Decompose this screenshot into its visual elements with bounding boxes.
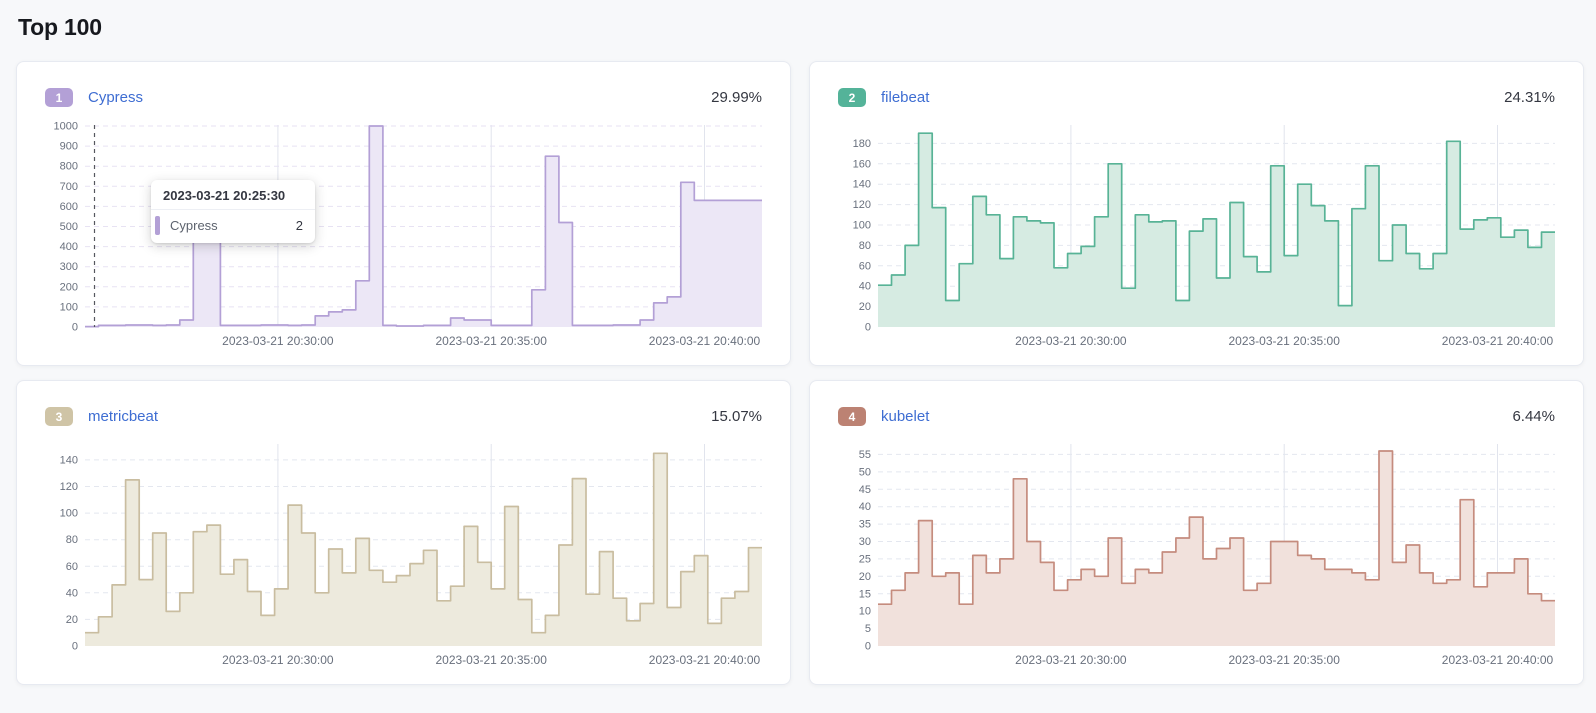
svg-text:2023-03-21 20:35:00: 2023-03-21 20:35:00 [1228, 334, 1340, 348]
svg-text:2023-03-21 20:30:00: 2023-03-21 20:30:00 [1015, 334, 1127, 348]
svg-text:120: 120 [60, 481, 78, 493]
svg-text:900: 900 [60, 141, 78, 153]
svg-text:60: 60 [66, 561, 78, 573]
chart-svg: 0 100 200 300 400 500 600 700 800 900 1000 2023-03-… [54, 121, 762, 348]
chart-card-filebeat: 2 filebeat 24.31% 0 20 40 60 80 100 120 140 160 1… [809, 61, 1584, 366]
svg-text:2023-03-21 20:35:00: 2023-03-21 20:35:00 [435, 653, 547, 667]
svg-text:2023-03-21 20:35:00: 2023-03-21 20:35:00 [1228, 653, 1340, 667]
svg-text:200: 200 [60, 281, 78, 293]
chart-svg: 0 5 10 15 20 25 30 35 40 45 50 55 2023-03-21 20:30:0… [859, 444, 1555, 667]
tooltip-series-label: Cypress [170, 218, 218, 233]
svg-text:10: 10 [859, 606, 871, 618]
svg-text:100: 100 [853, 220, 871, 232]
chart-tooltip: 2023-03-21 20:25:30 Cypress 2 [151, 180, 315, 243]
svg-text:160: 160 [853, 158, 871, 170]
svg-text:180: 180 [853, 138, 871, 150]
svg-text:800: 800 [60, 161, 78, 173]
svg-text:15: 15 [859, 588, 871, 600]
svg-text:100: 100 [60, 301, 78, 313]
svg-text:600: 600 [60, 201, 78, 213]
chart-card-kubelet: 4 kubelet 6.44% 0 5 10 15 20 25 30 35 40 45 50 55 20… [809, 380, 1584, 685]
card-header: 4 kubelet 6.44% [838, 407, 1555, 426]
svg-text:5: 5 [865, 623, 871, 635]
svg-text:40: 40 [859, 281, 871, 293]
svg-text:2023-03-21 20:40:00: 2023-03-21 20:40:00 [1442, 334, 1554, 348]
card-header: 1 Cypress 29.99% [45, 88, 762, 107]
area-chart[interactable]: 0 5 10 15 20 25 30 35 40 45 50 55 2023-03-21 20:30:0… [830, 436, 1563, 672]
svg-text:20: 20 [859, 301, 871, 313]
rank-badge: 2 [838, 88, 866, 107]
svg-text:55: 55 [859, 449, 871, 461]
svg-text:2023-03-21 20:40:00: 2023-03-21 20:40:00 [1442, 653, 1554, 667]
svg-text:120: 120 [853, 199, 871, 211]
rank-badge: 4 [838, 407, 866, 426]
page-title: Top 100 [18, 14, 102, 40]
series-color-bar [155, 216, 160, 235]
svg-text:50: 50 [859, 466, 871, 478]
svg-text:20: 20 [66, 614, 78, 626]
series-link[interactable]: Cypress [88, 89, 144, 106]
rank-badge: 1 [45, 88, 73, 107]
svg-text:20: 20 [859, 571, 871, 583]
card-header: 3 metricbeat 15.07% [45, 407, 762, 426]
series-link[interactable]: metricbeat [88, 408, 159, 425]
svg-text:35: 35 [859, 519, 871, 531]
percent-value: 6.44% [1512, 408, 1555, 425]
percent-value: 15.07% [711, 408, 762, 425]
svg-text:2023-03-21 20:40:00: 2023-03-21 20:40:00 [649, 653, 761, 667]
chart-card-metricbeat: 3 metricbeat 15.07% 0 20 40 60 80 100 120 140 20… [16, 380, 791, 685]
svg-text:2023-03-21 20:30:00: 2023-03-21 20:30:00 [222, 334, 334, 348]
svg-text:60: 60 [859, 260, 871, 272]
svg-text:80: 80 [66, 534, 78, 546]
area-chart[interactable]: 0 100 200 300 400 500 600 700 800 900 1000 2023-03-… [37, 117, 770, 353]
cards-grid: 1 Cypress 29.99% 0 100 200 300 400 500 600 700 8… [16, 61, 1584, 685]
series-link[interactable]: kubelet [881, 408, 930, 425]
svg-text:300: 300 [60, 261, 78, 273]
svg-text:30: 30 [859, 536, 871, 548]
svg-text:2023-03-21 20:30:00: 2023-03-21 20:30:00 [1015, 653, 1127, 667]
svg-text:140: 140 [853, 179, 871, 191]
svg-text:80: 80 [859, 240, 871, 252]
svg-text:140: 140 [60, 454, 78, 466]
svg-text:500: 500 [60, 221, 78, 233]
svg-text:40: 40 [859, 501, 871, 513]
percent-value: 29.99% [711, 89, 762, 106]
svg-text:2023-03-21 20:35:00: 2023-03-21 20:35:00 [435, 334, 547, 348]
chart-svg: 0 20 40 60 80 100 120 140 2023-03-21 20:30:00 202… [60, 444, 762, 667]
svg-text:2023-03-21 20:40:00: 2023-03-21 20:40:00 [649, 334, 761, 348]
svg-text:400: 400 [60, 241, 78, 253]
area-chart[interactable]: 0 20 40 60 80 100 120 140 160 180 2023-03-21 20:30… [830, 117, 1563, 353]
svg-text:1000: 1000 [54, 121, 78, 133]
series-link[interactable]: filebeat [881, 89, 930, 106]
svg-text:700: 700 [60, 181, 78, 193]
percent-value: 24.31% [1504, 89, 1555, 106]
tooltip-series-value: 2 [295, 218, 303, 233]
svg-text:0: 0 [72, 641, 78, 653]
card-header: 2 filebeat 24.31% [838, 88, 1555, 107]
svg-text:2023-03-21 20:30:00: 2023-03-21 20:30:00 [222, 653, 334, 667]
area-chart[interactable]: 0 20 40 60 80 100 120 140 2023-03-21 20:30:00 202… [37, 436, 770, 672]
chart-svg: 0 20 40 60 80 100 120 140 160 180 2023-03-21 20:30… [853, 125, 1555, 348]
svg-text:0: 0 [865, 641, 871, 653]
svg-text:0: 0 [865, 322, 871, 334]
rank-badge: 3 [45, 407, 73, 426]
svg-text:100: 100 [60, 508, 78, 520]
chart-card-cypress: 1 Cypress 29.99% 0 100 200 300 400 500 600 700 8… [16, 61, 791, 366]
svg-text:45: 45 [859, 484, 871, 496]
tooltip-series-row: Cypress 2 [151, 210, 315, 243]
svg-text:40: 40 [66, 587, 78, 599]
svg-text:25: 25 [859, 553, 871, 565]
tooltip-timestamp: 2023-03-21 20:25:30 [151, 180, 315, 210]
svg-text:0: 0 [72, 322, 78, 334]
